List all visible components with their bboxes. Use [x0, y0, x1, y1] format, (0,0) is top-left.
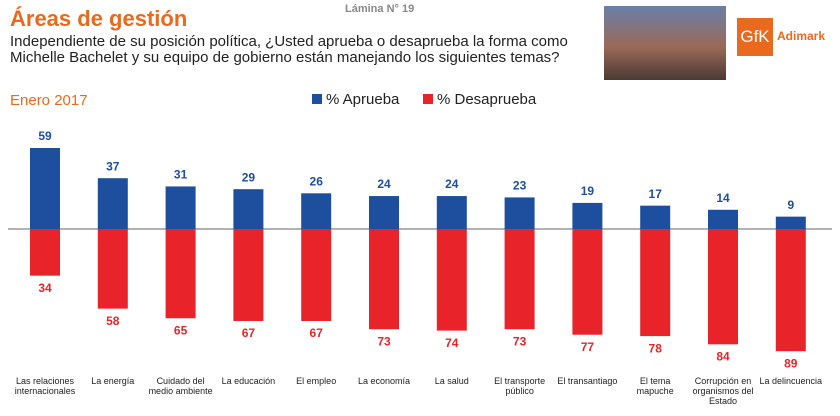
x-tick-label: La delincuencia [759, 376, 823, 386]
logo-brand: GfK [737, 18, 773, 56]
bar [640, 205, 671, 229]
bar [708, 209, 738, 229]
chart-title: Áreas de gestión [10, 6, 188, 31]
bar [572, 229, 603, 335]
bar [97, 229, 128, 309]
data-label: 59 [38, 129, 52, 143]
data-label: 24 [377, 177, 391, 191]
data-label: 29 [242, 170, 256, 184]
date-label: Enero 2017 [10, 92, 88, 109]
bar [165, 186, 196, 229]
bar [97, 178, 128, 229]
data-label: 26 [310, 174, 324, 188]
x-tick-label: El transporte público [494, 376, 546, 396]
x-tick-label: La educación [221, 376, 276, 386]
data-label: 17 [649, 187, 663, 201]
legend-label: % Aprueba [326, 91, 400, 108]
bar [369, 196, 399, 229]
data-label: 14 [716, 191, 730, 205]
data-label: 19 [581, 184, 595, 198]
data-label: 73 [513, 334, 527, 348]
data-label: 77 [581, 340, 595, 354]
data-label: 58 [106, 314, 120, 328]
data-label: 89 [784, 356, 798, 370]
logo-name: Adimark [777, 29, 826, 43]
data-label: 84 [716, 350, 730, 364]
legend-label: % Desaprueba [437, 91, 537, 108]
data-label: 67 [242, 326, 256, 340]
x-tick-label: El transantiago [557, 376, 618, 386]
data-label: 24 [445, 177, 459, 191]
bar [572, 202, 603, 229]
bar [504, 229, 535, 330]
bar [436, 196, 467, 229]
data-label: 31 [174, 168, 188, 182]
x-tick-label: Cuidado del medio ambiente [148, 376, 213, 396]
bar [436, 229, 467, 331]
chart-subtitle: Independiente de su posición política, ¿… [10, 33, 568, 66]
data-label: 23 [513, 179, 527, 193]
data-label: 74 [445, 336, 459, 350]
bar [30, 147, 60, 229]
data-label: 37 [106, 159, 120, 173]
bar [30, 229, 60, 276]
bar [504, 197, 535, 229]
bar [640, 229, 671, 337]
data-label: 34 [38, 281, 52, 295]
data-label: 73 [377, 334, 391, 348]
photo [604, 6, 726, 80]
bar [301, 193, 332, 229]
x-tick-label: La energía [91, 376, 135, 386]
x-tick-label: La economía [357, 376, 411, 386]
bar [233, 189, 264, 229]
data-label: 9 [787, 198, 794, 212]
bar [775, 229, 806, 352]
x-tick-label: Corrupción en organismos del Estado [692, 376, 754, 406]
bar [775, 216, 806, 229]
data-label: 78 [649, 341, 663, 355]
legend-swatch [312, 94, 322, 104]
x-tick-label: El empleo [296, 376, 337, 386]
data-label: 65 [174, 323, 188, 337]
bar [369, 229, 399, 330]
x-tick-label: La salud [434, 376, 469, 386]
bar [165, 229, 196, 319]
x-tick-label: El tema mapuche [636, 376, 674, 396]
bar [233, 229, 264, 321]
bar [301, 229, 332, 321]
data-label: 67 [310, 326, 324, 340]
bar [708, 229, 738, 345]
x-tick-label: Las relaciones internacionales [14, 376, 76, 396]
legend-swatch [423, 94, 433, 104]
header-label: Lámina N° 19 [345, 3, 415, 15]
